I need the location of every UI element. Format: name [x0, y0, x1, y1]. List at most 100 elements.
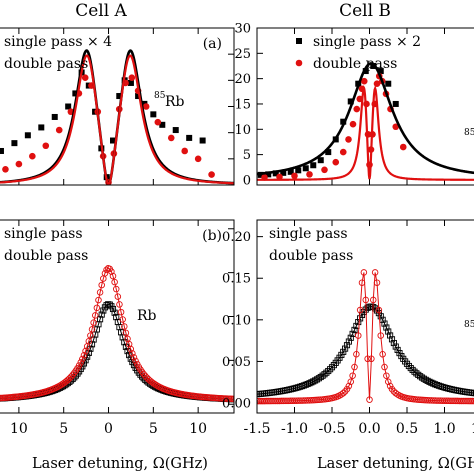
- data-point: [153, 382, 160, 389]
- data-point: [387, 332, 394, 339]
- data-point: [58, 381, 65, 389]
- plot-area: [257, 269, 474, 405]
- data-point: [287, 168, 294, 175]
- data-point: [377, 313, 384, 320]
- data-point: [383, 324, 390, 331]
- y-tick-label: 25: [234, 47, 251, 62]
- data-point: [98, 311, 105, 318]
- x-tick-label: -1.5: [244, 421, 271, 437]
- data-point: [24, 132, 31, 139]
- data-point: [159, 121, 166, 128]
- series-line: [257, 272, 474, 402]
- y-tick-label: 0.00: [222, 397, 251, 412]
- data-point: [323, 369, 330, 376]
- axes-frame: [256, 219, 474, 414]
- x-tick-label: 0: [104, 421, 113, 437]
- data-point: [150, 379, 157, 387]
- x-tick-label: -0.5: [319, 421, 346, 437]
- data-point: [55, 126, 63, 134]
- data-point: [135, 93, 142, 100]
- data-point: [127, 79, 134, 86]
- data-point: [351, 326, 358, 333]
- data-point: [325, 149, 332, 156]
- y-tick-label: 15: [234, 97, 251, 112]
- axes-frame: [0, 27, 235, 186]
- data-point: [98, 281, 105, 289]
- data-point: [340, 118, 347, 125]
- data-point: [66, 375, 73, 382]
- data-point: [85, 338, 93, 345]
- xlabel-right: Laser detuning, Ω(GHz): [317, 456, 474, 472]
- data-point: [208, 171, 215, 178]
- data-point: [100, 307, 107, 314]
- data-point: [306, 171, 313, 178]
- data-point: [339, 148, 347, 156]
- data-point: [38, 124, 45, 131]
- data-point: [75, 362, 83, 369]
- data-point: [310, 378, 317, 385]
- data-point: [272, 170, 279, 177]
- data-point: [81, 74, 89, 82]
- data-point: [405, 362, 412, 370]
- data-point: [154, 118, 162, 126]
- x-tick-label: 1.0: [433, 421, 455, 437]
- data-point: [96, 289, 104, 296]
- data-point: [321, 166, 328, 174]
- data-point: [51, 113, 58, 120]
- legend-label: double pass: [4, 56, 88, 72]
- panel-a: single pass × 4 double pass (a) 85 Rb: [0, 27, 235, 186]
- data-point: [129, 350, 136, 357]
- data-point: [355, 319, 362, 326]
- data-point: [67, 373, 75, 381]
- data-point: [116, 93, 123, 100]
- y-tick-label: 0: [243, 173, 251, 188]
- data-point: [11, 140, 18, 147]
- annotation-sup: 85: [154, 91, 166, 101]
- data-point: [343, 342, 351, 349]
- legend-label: single pass × 4: [4, 34, 112, 50]
- data-point: [411, 368, 418, 375]
- axes-frame: [0, 219, 235, 414]
- annotation: Rb: [165, 94, 185, 110]
- data-point: [385, 328, 392, 335]
- y-tick-label: 0.15: [222, 272, 251, 287]
- data-point: [114, 293, 122, 300]
- data-point: [388, 336, 396, 343]
- legend-label: single pass: [4, 226, 83, 242]
- data-point: [127, 345, 134, 353]
- data-point: [93, 304, 101, 312]
- data-point: [377, 68, 384, 75]
- data-point: [383, 372, 390, 379]
- legend-label: single pass: [269, 226, 348, 242]
- data-point: [97, 316, 104, 323]
- x-tick-label: 10: [189, 421, 207, 437]
- data-point: [2, 166, 9, 173]
- series-line: [0, 267, 234, 400]
- panel-label: (a): [203, 36, 222, 52]
- y-tick-label: 10: [234, 123, 251, 138]
- data-point: [347, 98, 354, 105]
- data-point: [138, 368, 146, 376]
- data-point: [345, 338, 352, 345]
- fit-line: [0, 54, 234, 185]
- data-point: [349, 120, 357, 128]
- data-point: [390, 339, 397, 347]
- data-point: [310, 162, 317, 169]
- fit-line: [257, 84, 474, 181]
- data-point: [101, 270, 109, 277]
- fit-line: [257, 62, 474, 176]
- series-line: [257, 306, 474, 395]
- y-tick-label: 30: [234, 22, 251, 37]
- y-tick-label: 0.10: [222, 313, 251, 328]
- panel-b: 0 5 10 15 20 25 30 single pass × 2 double pass 85…: [234, 22, 474, 188]
- data-point: [77, 359, 84, 366]
- data-point: [345, 136, 352, 143]
- data-point: [150, 111, 157, 118]
- legend-marker: [296, 38, 302, 44]
- data-point: [140, 370, 147, 378]
- legend-label: double pass: [269, 248, 353, 264]
- x-tick-label: 5: [59, 421, 68, 437]
- data-point: [68, 377, 75, 384]
- data-point: [399, 143, 407, 151]
